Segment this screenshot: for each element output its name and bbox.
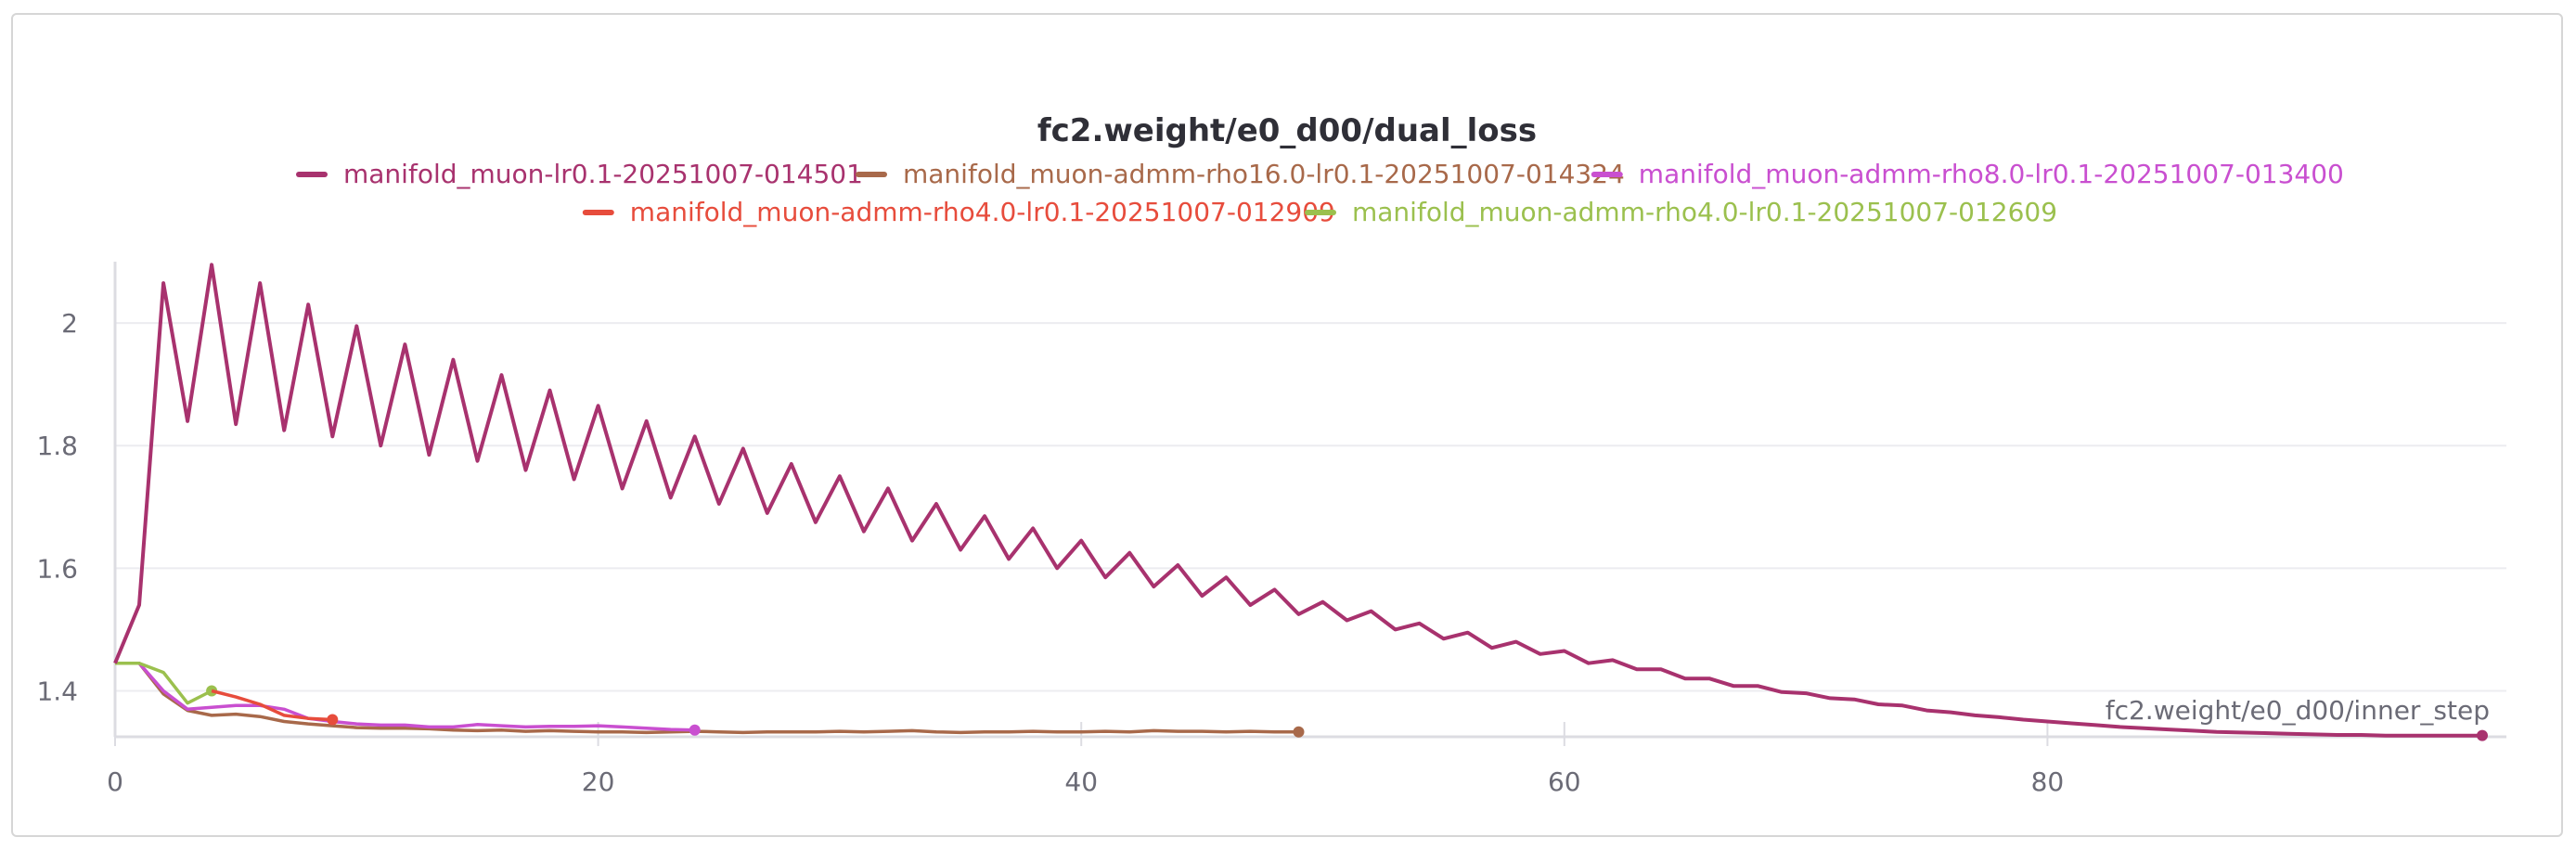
series-lines <box>113 263 2488 741</box>
y-tick-label: 1.8 <box>36 431 78 461</box>
legend-item[interactable]: manifold_muon-admm-rho4.0-lr0.1-20251007… <box>582 197 1335 227</box>
legend-label: manifold_muon-admm-rho4.0-lr0.1-20251007… <box>1352 197 2057 227</box>
legend-item[interactable]: manifold_muon-lr0.1-20251007-014501 <box>296 159 863 189</box>
legend-label: manifold_muon-admm-rho8.0-lr0.1-20251007… <box>1639 159 2344 189</box>
axes: 1.41.61.820 20 40 60 80 <box>36 262 2506 797</box>
series-end-point[interactable] <box>2476 729 2488 741</box>
y-tick-label: 2 <box>61 308 78 339</box>
x-axis-title: fc2.weight/e0_d00/inner_step <box>2106 695 2490 726</box>
series-line-3[interactable] <box>115 661 695 732</box>
legend-label: manifold_muon-lr0.1-20251007-014501 <box>343 159 863 189</box>
series-end-point[interactable] <box>327 714 339 726</box>
series-line-4[interactable] <box>211 689 333 722</box>
y-tick-label: 1.4 <box>36 676 78 706</box>
legend-item[interactable]: manifold_muon-admm-rho8.0-lr0.1-20251007… <box>1591 159 2344 189</box>
series-end-point[interactable] <box>689 724 701 736</box>
legend-item[interactable]: manifold_muon-admm-rho4.0-lr0.1-20251007… <box>1305 197 2057 227</box>
x-tick-label: 60 <box>1548 766 1581 797</box>
x-tick-label: 80 <box>2031 766 2065 797</box>
chart-title: fc2.weight/e0_d00/dual_loss <box>1037 112 1537 149</box>
x-tick-label: 0 <box>107 766 123 797</box>
legend-item[interactable]: manifold_muon-admm-rho16.0-lr0.1-2025100… <box>856 159 1625 189</box>
grid-lines <box>115 322 2506 692</box>
x-tick-label: 40 <box>1064 766 1098 797</box>
x-tick-label: 20 <box>582 766 615 797</box>
legend-label: manifold_muon-admm-rho4.0-lr0.1-20251007… <box>630 197 1335 227</box>
y-tick-label: 1.6 <box>36 553 78 584</box>
legend-label: manifold_muon-admm-rho16.0-lr0.1-2025100… <box>903 159 1625 189</box>
series-end-point[interactable] <box>1293 726 1305 738</box>
series-line-5[interactable] <box>115 661 213 705</box>
series-line-1[interactable] <box>113 263 2482 738</box>
series-line-2[interactable] <box>115 661 1299 735</box>
